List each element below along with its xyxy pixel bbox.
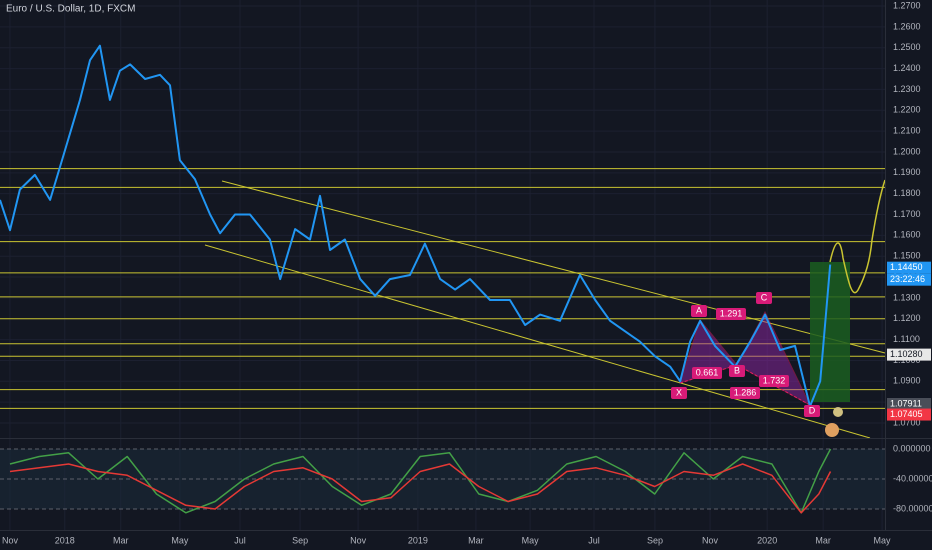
x-tick-label: Nov xyxy=(702,535,719,545)
label-box xyxy=(756,292,772,304)
pattern-ratio: 1.286 xyxy=(734,387,757,397)
y-tick-label: 1.1600 xyxy=(893,230,921,240)
event-icon[interactable] xyxy=(825,423,839,437)
label-box xyxy=(671,387,687,399)
y-tick-label: 1.1200 xyxy=(893,313,921,323)
x-tick-label: Sep xyxy=(292,535,308,545)
price-tag-label: 1.14450 xyxy=(890,262,923,272)
x-tick-label: Mar xyxy=(815,535,831,545)
x-tick-label: May xyxy=(874,535,892,545)
pattern-point: D xyxy=(809,405,816,415)
y-tick-label: 1.1800 xyxy=(893,188,921,198)
x-tick-label: Jul xyxy=(234,535,246,545)
y-tick-label: 1.2400 xyxy=(893,63,921,73)
y-tick-label: 1.2600 xyxy=(893,21,921,31)
y-tick-label: 1.1500 xyxy=(893,251,921,261)
series-line xyxy=(0,44,832,408)
x-tick-label: May xyxy=(171,535,189,545)
x-tick-label: Mar xyxy=(468,535,484,545)
pattern-guide xyxy=(679,364,811,406)
price-tag-label: 1.07911 xyxy=(890,398,922,408)
price-tag xyxy=(887,408,931,421)
pattern-point: X xyxy=(676,387,682,397)
price-tag xyxy=(887,261,931,274)
y-tick-label: 1.1300 xyxy=(893,292,921,302)
x-tick-label: 2018 xyxy=(55,535,75,545)
label-box xyxy=(804,405,820,417)
label-box xyxy=(730,387,760,399)
y-tick-label: 1.1900 xyxy=(893,167,921,177)
y-tick-label: 1.2200 xyxy=(893,105,921,115)
label-box xyxy=(759,375,789,387)
indicator-tick-label: -80.000000 xyxy=(893,503,932,513)
channel-upper xyxy=(221,180,886,354)
y-tick-label: 1.1700 xyxy=(893,209,921,219)
x-tick-label: Nov xyxy=(350,535,367,545)
position-profit xyxy=(810,262,850,402)
pattern-ratio: 1.732 xyxy=(763,375,786,385)
pattern-point: B xyxy=(734,365,740,375)
countdown-box xyxy=(887,273,931,286)
label-box xyxy=(691,305,707,317)
x-tick-label: Jul xyxy=(588,535,600,545)
label-box xyxy=(692,367,722,379)
pattern-point: A xyxy=(696,305,702,315)
price-tag xyxy=(887,348,931,361)
label-box xyxy=(729,365,745,377)
indicator-tick-label: -40.000000 xyxy=(893,473,932,483)
label-box xyxy=(716,308,746,320)
price-tag-label: 1.07405 xyxy=(890,409,923,419)
x-tick-label: 2020 xyxy=(757,535,777,545)
y-tick-label: 1.2000 xyxy=(893,146,921,156)
price-tag xyxy=(887,397,931,410)
event-icon[interactable] xyxy=(833,407,843,417)
pattern-labels: X A B C D 0.661 1.291 1.732 1.286 xyxy=(671,292,820,417)
pattern-ratio: 0.661 xyxy=(696,367,719,377)
y-tick-label: 1.2300 xyxy=(893,84,921,94)
grid xyxy=(0,0,885,530)
y-tick-label: 1.2500 xyxy=(893,42,921,52)
pattern-ratio: 1.291 xyxy=(720,308,743,318)
y-tick-label: 1.2100 xyxy=(893,126,921,136)
x-tick-label: May xyxy=(522,535,540,545)
x-tick-label: Mar xyxy=(113,535,129,545)
x-tick-label: 2019 xyxy=(408,535,428,545)
y-tick-label: 1.0900 xyxy=(893,376,921,386)
price-tag-label: 1.10280 xyxy=(890,349,923,359)
chart-title: Euro / U.S. Dollar, 1D, FXCM xyxy=(6,4,135,15)
x-tick-label: Nov xyxy=(2,535,19,545)
y-tick-label: 1.0700 xyxy=(893,417,921,427)
y-tick-label: 1.2700 xyxy=(893,0,921,10)
countdown: 23:22:46 xyxy=(890,274,925,284)
indicator-tick-label: 0.000000 xyxy=(893,443,931,453)
series xyxy=(0,44,832,514)
pattern-point: C xyxy=(761,292,768,302)
channel-lower xyxy=(204,244,871,439)
projection xyxy=(829,179,886,294)
series-line xyxy=(9,463,832,514)
y-tick-label: 1.1100 xyxy=(893,334,920,344)
x-tick-label: Sep xyxy=(647,535,663,545)
